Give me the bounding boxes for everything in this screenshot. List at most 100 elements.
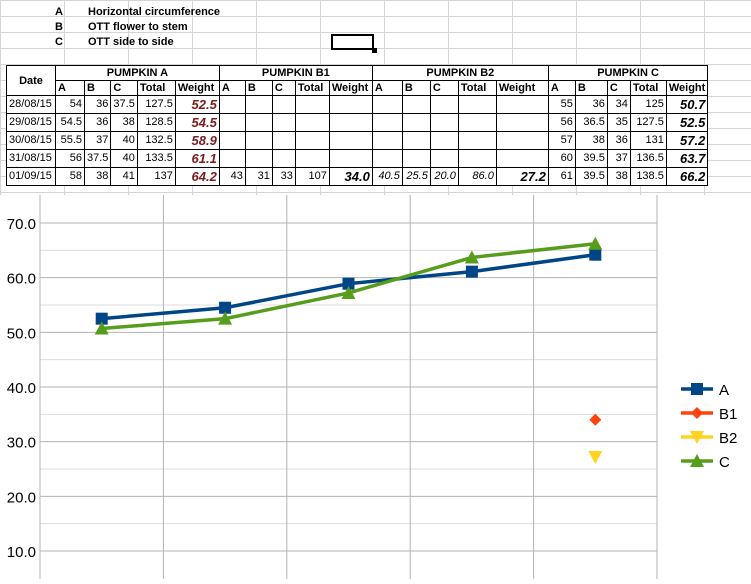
sub-header-c-total[interactable]: Total (629, 80, 667, 96)
cell-b1-a[interactable] (218, 95, 246, 114)
cell-b2-b[interactable] (401, 113, 431, 132)
cell-c-total[interactable]: 125 (629, 95, 667, 114)
cell-b2-a[interactable] (371, 113, 403, 132)
cell-b1-a[interactable] (218, 149, 246, 168)
cell-b2-weight[interactable] (495, 113, 549, 132)
cell-a-b[interactable]: 37.5 (83, 149, 112, 168)
cell-c-c[interactable]: 36 (606, 131, 631, 150)
cell-b2-a[interactable]: 40.5 (371, 167, 403, 186)
date-cell[interactable]: 30/08/15 (6, 131, 56, 150)
sub-header-b2-weight[interactable]: Weight (495, 80, 549, 96)
cell-b1-a[interactable] (218, 131, 246, 150)
cell-b2-c[interactable]: 20.0 (429, 167, 459, 186)
cell-c-total[interactable]: 136.5 (629, 149, 667, 168)
cell-b1-a[interactable]: 43 (218, 167, 246, 186)
cell-b1-c[interactable]: 33 (271, 167, 296, 186)
sub-header-c-c[interactable]: C (606, 80, 631, 96)
cell-c-b[interactable]: 39.5 (574, 149, 608, 168)
cell-c-b[interactable]: 36 (574, 95, 608, 114)
cell-c-b[interactable]: 36.5 (574, 113, 608, 132)
date-header[interactable]: Date (6, 65, 56, 96)
group-header-b1[interactable]: PUMPKIN B1 (218, 65, 373, 81)
cell-c-c[interactable]: 35 (606, 113, 631, 132)
cell-b2-a[interactable] (371, 95, 403, 114)
cell-c-b[interactable]: 38 (574, 131, 608, 150)
cell-b2-weight[interactable] (495, 149, 549, 168)
cell-a-total[interactable]: 127.5 (136, 95, 176, 114)
cell-a-total[interactable]: 132.5 (136, 131, 176, 150)
cell-c-total[interactable]: 131 (629, 131, 667, 150)
cell-b2-a[interactable] (371, 131, 403, 150)
cell-b2-c[interactable] (429, 95, 459, 114)
sub-header-a-total[interactable]: Total (136, 80, 176, 96)
cell-b2-weight[interactable] (495, 95, 549, 114)
cell-b2-b[interactable] (401, 95, 431, 114)
sub-header-a-b[interactable]: B (83, 80, 112, 96)
cell-a-weight[interactable]: 52.5 (174, 95, 220, 114)
cell-b2-a[interactable] (371, 149, 403, 168)
cell-c-weight[interactable]: 52.5 (665, 113, 709, 132)
cell-b2-weight[interactable]: 27.2 (495, 167, 549, 186)
note-key-b[interactable]: B (55, 21, 63, 33)
cell-c-weight[interactable]: 57.2 (665, 131, 709, 150)
cell-b1-weight[interactable] (328, 149, 373, 168)
sub-header-a-c[interactable]: C (110, 80, 138, 96)
cell-b1-total[interactable] (294, 113, 330, 132)
cell-b1-weight[interactable] (328, 113, 373, 132)
sub-header-b1-weight[interactable]: Weight (328, 80, 373, 96)
cell-b1-total[interactable] (294, 95, 330, 114)
date-cell[interactable]: 29/08/15 (6, 113, 56, 132)
sub-header-a-weight[interactable]: Weight (174, 80, 220, 96)
cell-a-a[interactable]: 54.5 (55, 113, 85, 132)
cell-b2-total[interactable]: 86.0 (457, 167, 497, 186)
cell-a-b[interactable]: 37 (83, 131, 112, 150)
cell-b1-weight[interactable]: 34.0 (328, 167, 373, 186)
sub-header-b1-a[interactable]: A (218, 80, 246, 96)
cell-b2-c[interactable] (429, 131, 459, 150)
cell-a-c[interactable]: 40 (110, 149, 138, 168)
cell-a-b[interactable]: 36 (83, 95, 112, 114)
cell-b2-b[interactable] (401, 131, 431, 150)
cell-b2-c[interactable] (429, 149, 459, 168)
note-text-c[interactable]: OTT side to side (88, 36, 174, 48)
cell-c-total[interactable]: 138.5 (629, 167, 667, 186)
cell-b1-total[interactable] (294, 131, 330, 150)
cell-a-a[interactable]: 58 (55, 167, 85, 186)
chart-area[interactable]: 70.0 60.0 50.0 40.0 30.0 20.0 10.0 A B1 B2 C (0, 195, 751, 579)
sub-header-b1-c[interactable]: C (271, 80, 296, 96)
cell-c-a[interactable]: 61 (547, 167, 576, 186)
cell-b1-weight[interactable] (328, 131, 373, 150)
cell-c-total[interactable]: 127.5 (629, 113, 667, 132)
cell-c-a[interactable]: 55 (547, 95, 576, 114)
cell-a-c[interactable]: 37.5 (110, 95, 138, 114)
sub-header-b1-total[interactable]: Total (294, 80, 330, 96)
sub-header-b1-b[interactable]: B (244, 80, 273, 96)
cell-a-c[interactable]: 41 (110, 167, 138, 186)
cell-c-a[interactable]: 57 (547, 131, 576, 150)
cell-a-c[interactable]: 38 (110, 113, 138, 132)
sub-header-b2-b[interactable]: B (401, 80, 431, 96)
sub-header-b2-c[interactable]: C (429, 80, 459, 96)
cell-b2-b[interactable] (401, 149, 431, 168)
cell-a-weight[interactable]: 54.5 (174, 113, 220, 132)
cell-a-total[interactable]: 137 (136, 167, 176, 186)
sub-header-c-a[interactable]: A (547, 80, 576, 96)
cell-c-a[interactable]: 56 (547, 113, 576, 132)
cell-c-b[interactable]: 39.5 (574, 167, 608, 186)
cell-c-c[interactable]: 34 (606, 95, 631, 114)
note-text-a[interactable]: Horizontal circumference (88, 6, 221, 18)
date-cell[interactable]: 28/08/15 (6, 95, 56, 114)
cell-b2-total[interactable] (457, 131, 497, 150)
cell-a-a[interactable]: 55.5 (55, 131, 85, 150)
cell-a-a[interactable]: 56 (55, 149, 85, 168)
selected-cell[interactable] (331, 34, 374, 50)
cell-a-weight[interactable]: 58.9 (174, 131, 220, 150)
cell-a-weight[interactable]: 61.1 (174, 149, 220, 168)
cell-b1-weight[interactable] (328, 95, 373, 114)
sub-header-b2-a[interactable]: A (371, 80, 403, 96)
cell-b1-b[interactable]: 31 (244, 167, 273, 186)
cell-c-weight[interactable]: 66.2 (665, 167, 709, 186)
group-header-b2[interactable]: PUMPKIN B2 (371, 65, 549, 81)
cell-b2-weight[interactable] (495, 131, 549, 150)
line-chart[interactable]: 70.0 60.0 50.0 40.0 30.0 20.0 10.0 A B1 B2 C (0, 195, 751, 579)
